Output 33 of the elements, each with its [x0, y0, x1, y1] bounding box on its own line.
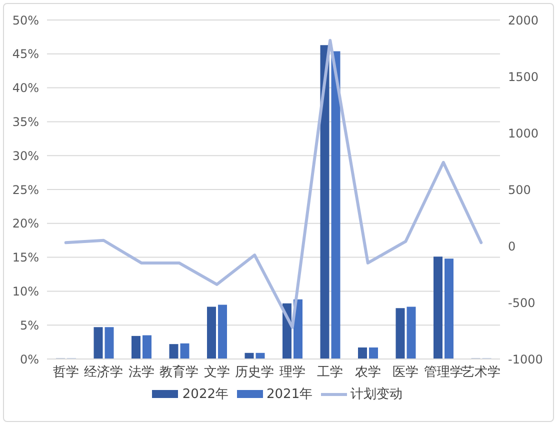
y-tick-label: 35%	[12, 114, 39, 129]
legend-label: 计划变动	[350, 386, 403, 403]
y2-tick-label: 2000	[508, 13, 539, 28]
y-tick-label: 5%	[20, 318, 39, 332]
x-tick-label: 工学	[317, 365, 344, 380]
x-tick-label: 教育学	[160, 364, 199, 380]
y-tick-label: 50%	[12, 13, 39, 28]
x-tick-label: 理学	[279, 365, 306, 380]
y2-tick-label: 0	[508, 239, 516, 254]
y-tick-label: 0%	[20, 352, 39, 366]
y-tick-label: 30%	[12, 148, 39, 163]
x-tick-label: 农学	[354, 365, 381, 380]
y2-tick-label: 500	[508, 182, 531, 197]
y-tick-label: 20%	[12, 216, 39, 231]
y2-tick-label: 1000	[508, 126, 539, 140]
legend-label: 2021年	[266, 386, 313, 403]
x-tick-label: 法学	[128, 365, 154, 380]
y-tick-label: 40%	[12, 81, 39, 96]
y2-tick-label: -500	[508, 296, 536, 310]
y2-tick-label: 1500	[508, 70, 539, 84]
x-tick-label: 医学	[392, 365, 419, 380]
y-tick-label: 15%	[12, 250, 39, 265]
legend-label: 2022年	[182, 386, 228, 403]
y-tick-label: 25%	[12, 182, 39, 197]
x-tick-label: 历史学	[235, 365, 274, 380]
y-tick-label: 45%	[12, 47, 39, 62]
y-tick-label: 10%	[12, 284, 39, 298]
x-tick-label: 艺术学	[462, 365, 501, 380]
x-tick-label: 管理学	[424, 365, 463, 380]
x-tick-label: 哲学	[52, 365, 79, 380]
y2-tick-label: -1000	[508, 352, 543, 366]
x-tick-label: 文学	[204, 365, 230, 380]
x-tick-label: 经济学	[84, 365, 124, 380]
